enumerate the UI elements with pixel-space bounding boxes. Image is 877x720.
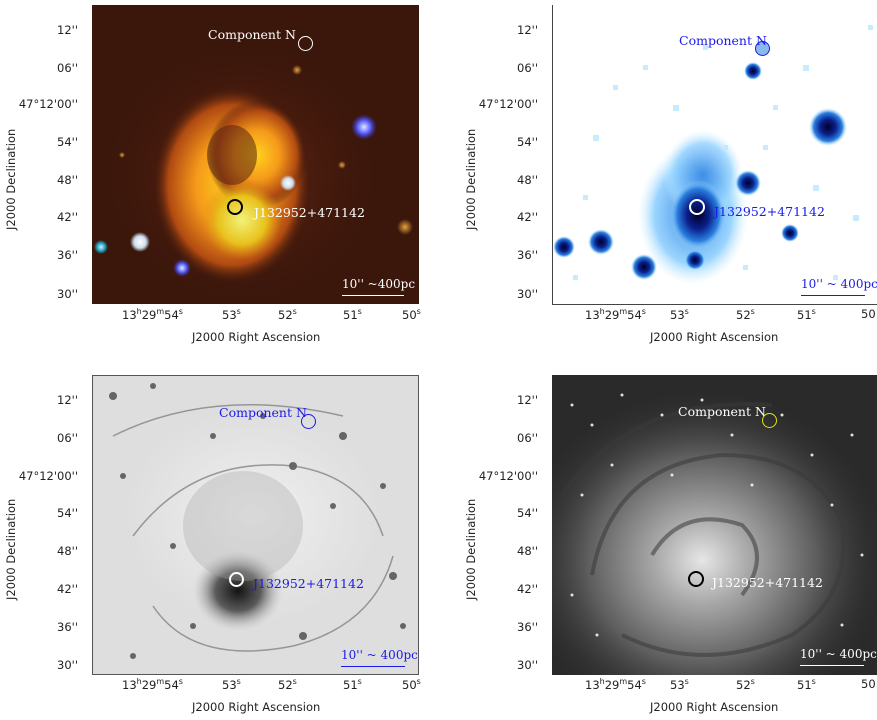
xtick: 13h29m54s — [585, 677, 646, 692]
component-n-label: Component N — [679, 33, 767, 48]
ytick: 30'' — [517, 287, 538, 301]
ytick: 06'' — [517, 61, 538, 75]
component-n-label: Component N — [208, 27, 296, 42]
scale-bar — [800, 665, 864, 666]
ytick: 48'' — [57, 173, 78, 187]
scale-label: 10'' ~400pc — [342, 277, 416, 291]
ytick: 47°12'00'' — [18, 97, 78, 111]
ytick: 36'' — [57, 620, 78, 634]
inverted-image-drawing — [109, 383, 406, 659]
ytick: 36'' — [517, 248, 538, 262]
component-n-marker — [301, 414, 316, 429]
source-marker — [227, 199, 243, 215]
ytick: 54'' — [57, 506, 78, 520]
ytick: 54'' — [517, 135, 538, 149]
optical-image-drawing — [552, 385, 877, 675]
ytick: 48'' — [57, 544, 78, 558]
x-axis-label: J2000 Right Ascension — [650, 700, 779, 714]
y-axis-label: J2000 Declination — [464, 498, 478, 600]
ytick: 06'' — [57, 61, 78, 75]
ytick: 42'' — [517, 582, 538, 596]
panel-optical: Component N J132952+471142 10'' ~ 400pc … — [460, 370, 877, 720]
source-label: J132952+471142 — [254, 205, 365, 220]
ytick: 06'' — [57, 431, 78, 445]
xtick: 52s — [278, 677, 297, 692]
rgb-image-drawing — [92, 25, 413, 304]
ytick: 12'' — [517, 23, 538, 37]
xtick: 53s — [222, 677, 241, 692]
ytick: 54'' — [57, 135, 78, 149]
xtick: 53s — [222, 307, 241, 322]
ytick: 30'' — [517, 658, 538, 672]
scale-bar — [801, 295, 865, 296]
ytick: 42'' — [57, 210, 78, 224]
source-label: J132952+471142 — [253, 576, 364, 591]
ytick: 12'' — [57, 23, 78, 37]
blue-image: Component N J132952+471142 10'' ~ 400pc — [552, 5, 877, 305]
ytick: 48'' — [517, 544, 538, 558]
scale-bar — [342, 295, 404, 296]
component-n-label: Component N — [219, 405, 307, 420]
ytick: 30'' — [57, 287, 78, 301]
x-axis-label: J2000 Right Ascension — [192, 700, 321, 714]
ytick: 06'' — [517, 431, 538, 445]
ytick: 54'' — [517, 506, 538, 520]
rgb-image: Component N J132952+471142 10'' ~400pc — [92, 5, 419, 304]
y-axis-label: J2000 Declination — [464, 128, 478, 230]
xtick: 51s — [343, 677, 362, 692]
component-n-label: Component N — [678, 404, 766, 419]
source-label: J132952+471142 — [712, 575, 823, 590]
xtick: 51s — [797, 307, 816, 322]
source-marker — [688, 571, 704, 587]
ytick: 42'' — [57, 582, 78, 596]
xtick: 53s — [670, 307, 689, 322]
panel-inverted: Component N J132952+471142 10'' ~ 400pc … — [0, 370, 430, 720]
ytick: 47°12'00'' — [478, 469, 538, 483]
xtick: 51s — [797, 677, 816, 692]
xtick: 52s — [278, 307, 297, 322]
scale-label: 10'' ~ 400pc — [801, 277, 877, 291]
ytick: 12'' — [57, 393, 78, 407]
xtick: 13h29m54s — [122, 677, 183, 692]
xtick: 50s — [402, 307, 421, 322]
ytick: 47°12'00'' — [18, 469, 78, 483]
source-marker — [229, 572, 244, 587]
xtick: 50 — [861, 307, 876, 321]
inverted-image: Component N J132952+471142 10'' ~ 400pc — [92, 375, 419, 675]
component-n-marker — [762, 413, 777, 428]
scale-bar — [341, 666, 405, 667]
source-label: J132952+471142 — [714, 204, 825, 219]
xtick: 50 — [861, 677, 876, 691]
xtick: 13h29m54s — [585, 307, 646, 322]
optical-image: Component N J132952+471142 10'' ~ 400pc — [552, 375, 877, 675]
xtick: 50s — [402, 677, 421, 692]
ytick: 36'' — [57, 248, 78, 262]
xtick: 13h29m54s — [122, 307, 183, 322]
ytick: 42'' — [517, 210, 538, 224]
scale-label: 10'' ~ 400pc — [341, 648, 418, 662]
x-axis-label: J2000 Right Ascension — [650, 330, 779, 344]
ytick: 48'' — [517, 173, 538, 187]
scale-label: 10'' ~ 400pc — [800, 647, 877, 661]
panel-blue: Component N J132952+471142 10'' ~ 400pc … — [460, 0, 877, 350]
component-n-marker — [755, 41, 770, 56]
ytick: 12'' — [517, 393, 538, 407]
y-axis-label: J2000 Declination — [4, 128, 18, 230]
x-axis-label: J2000 Right Ascension — [192, 330, 321, 344]
xtick: 52s — [736, 307, 755, 322]
panel-rgb: Component N J132952+471142 10'' ~400pc 1… — [0, 0, 430, 350]
ytick: 30'' — [57, 658, 78, 672]
y-axis-label: J2000 Declination — [4, 498, 18, 600]
blue-image-drawing — [553, 25, 873, 285]
ytick: 47°12'00'' — [478, 97, 538, 111]
source-marker — [689, 199, 705, 215]
xtick: 52s — [736, 677, 755, 692]
component-n-marker — [298, 36, 313, 51]
ytick: 36'' — [517, 620, 538, 634]
xtick: 51s — [343, 307, 362, 322]
xtick: 53s — [670, 677, 689, 692]
